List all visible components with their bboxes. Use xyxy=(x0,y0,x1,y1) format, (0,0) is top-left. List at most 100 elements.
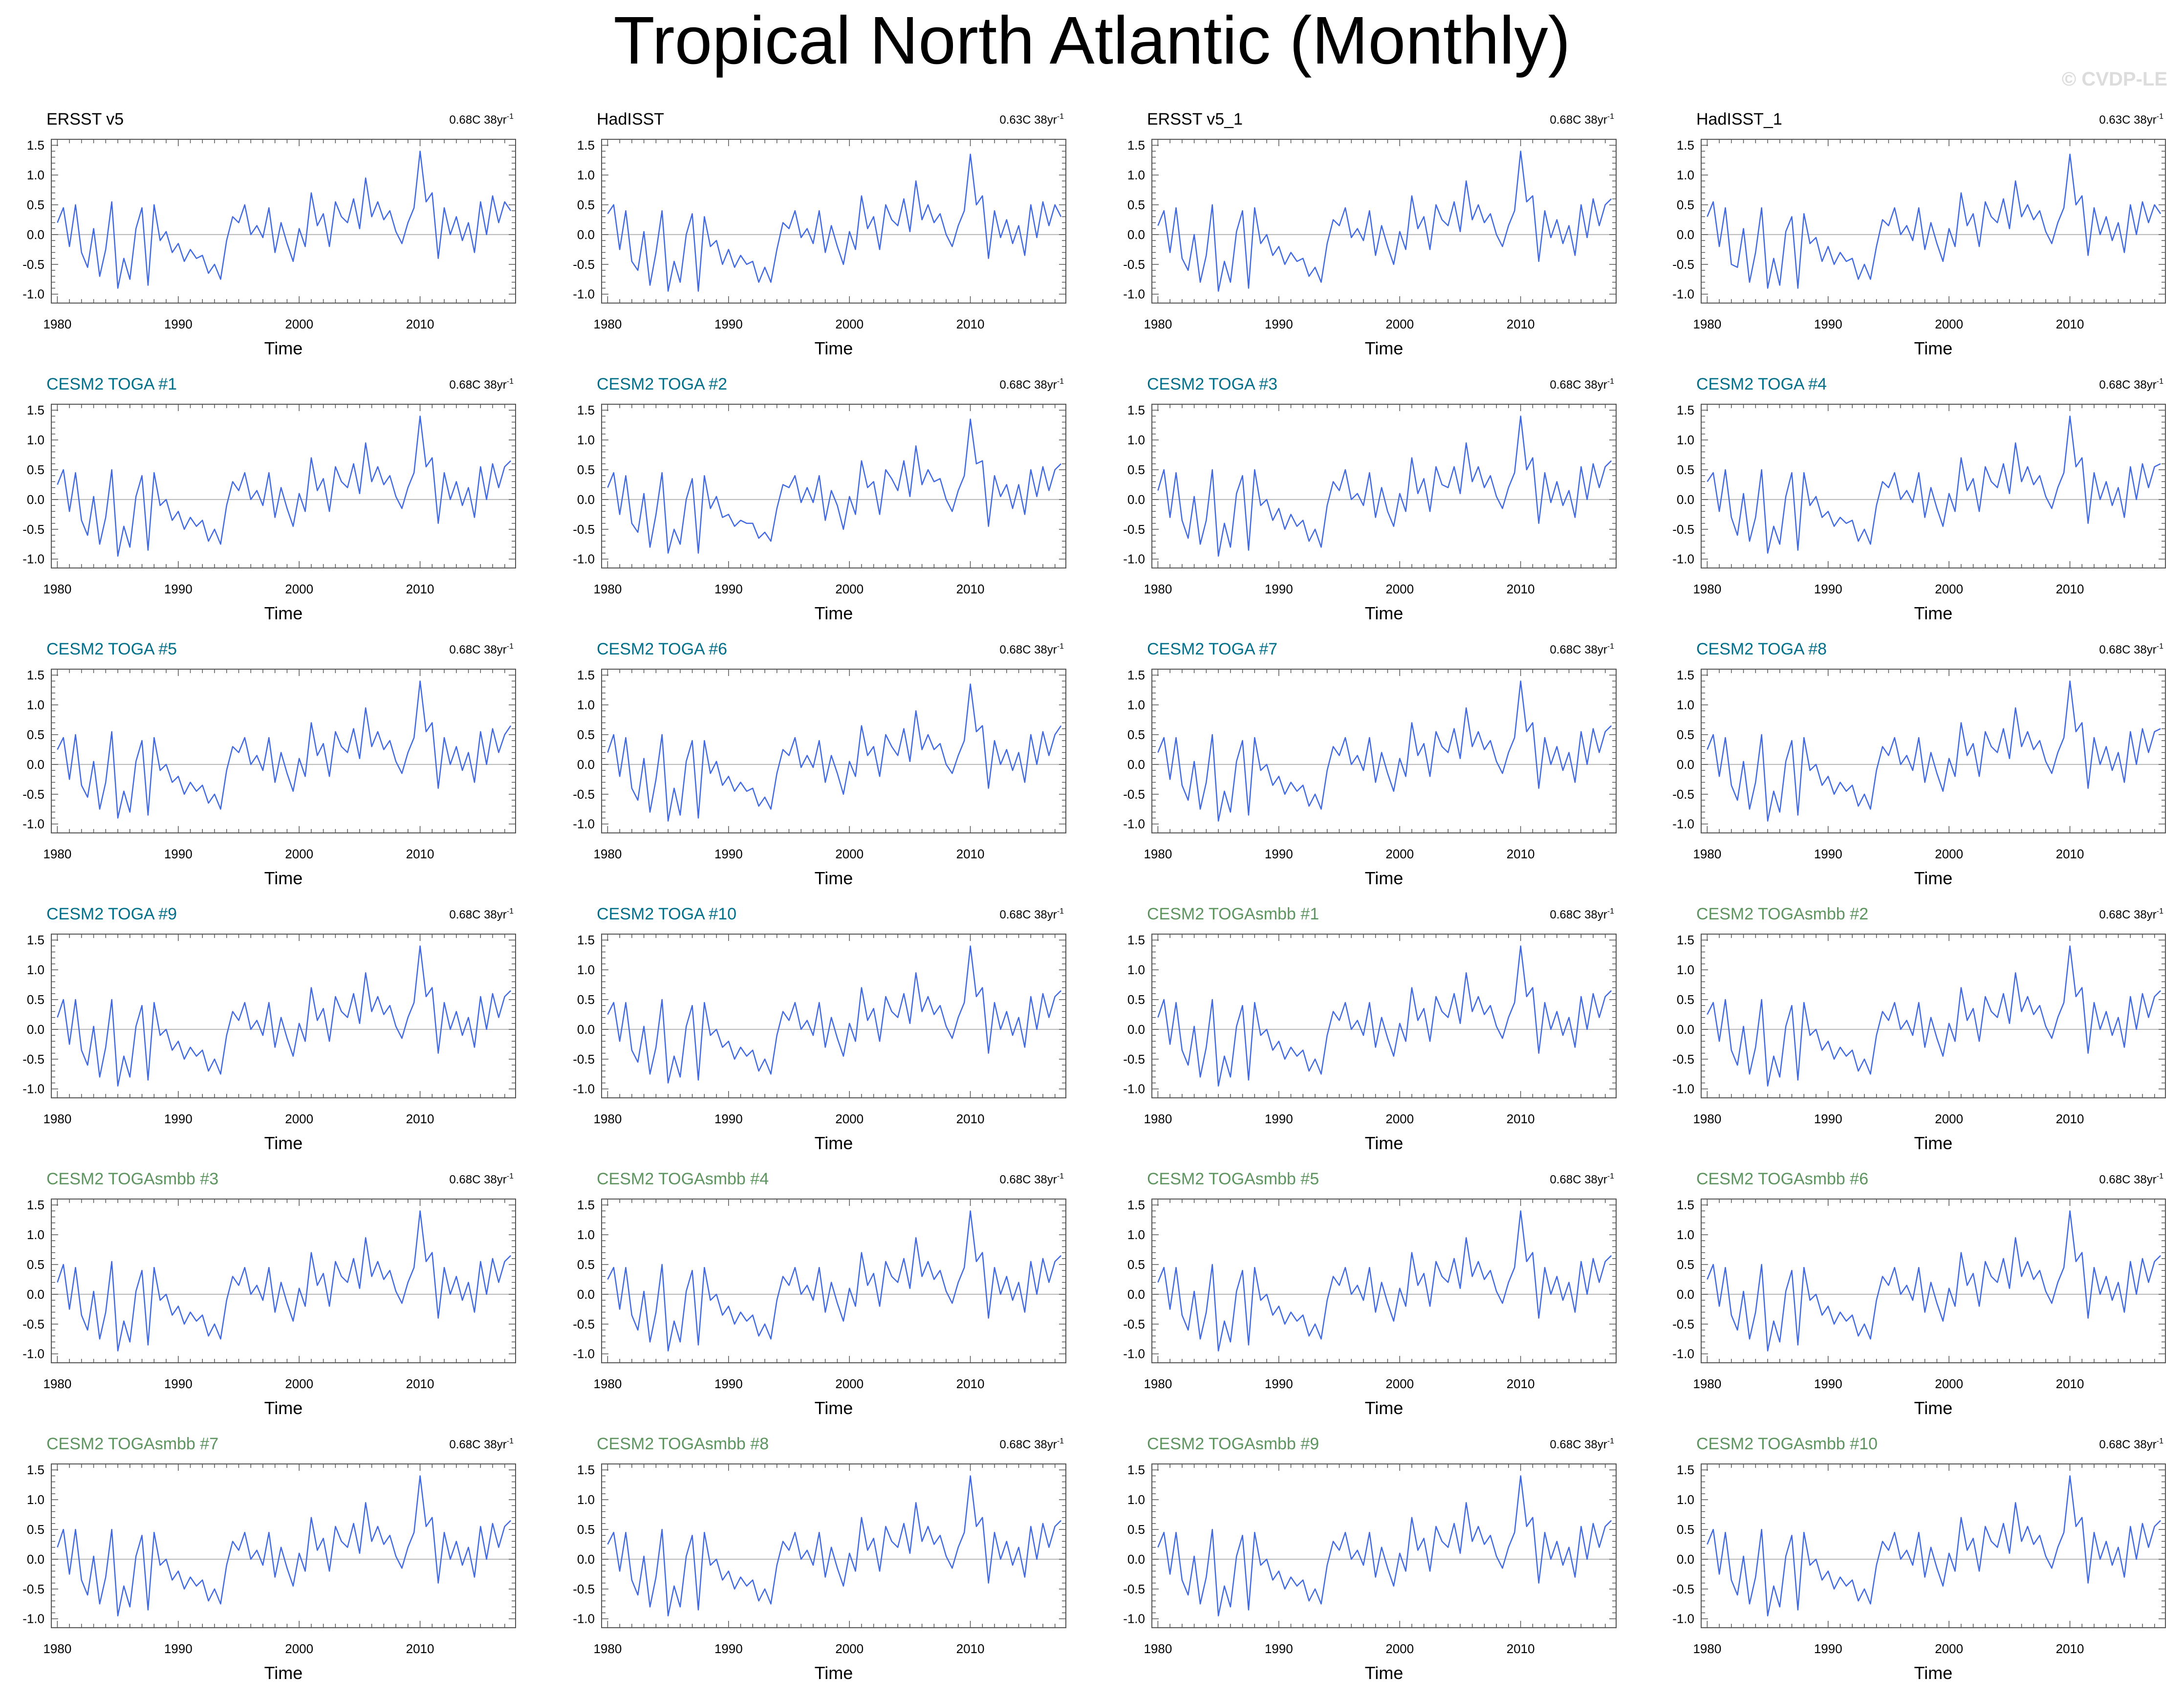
panel-19: CESM2 TOGAsmbb #5 0.68C 38yr-1 1.5 1.0 0.5 0.… xyxy=(1123,1170,1617,1418)
panel-4: HadISST_1 0.63C 38yr-1 1.5 1.0 0.5 0.0 -0.5 -1.… xyxy=(1672,110,2166,358)
y-tick-label: 0.0 xyxy=(577,1287,595,1302)
x-tick-label: 2000 xyxy=(1385,582,1414,596)
trend-exponent: -1 xyxy=(2157,1437,2163,1445)
x-tick-label: 1990 xyxy=(1265,1376,1293,1391)
trend-label: 0.63C 38yr-1 xyxy=(999,112,1064,127)
panel-13: CESM2 TOGA #9 0.68C 38yr-1 1.5 1.0 0.5 0.0 -0.… xyxy=(22,905,516,1153)
series-line xyxy=(1157,1210,1612,1352)
y-tick-label: 0.0 xyxy=(27,1022,44,1037)
figure-title: Tropical North Atlantic (Monthly) xyxy=(613,3,1571,78)
y-tick-label: 0.5 xyxy=(27,1522,44,1537)
y-tick-label: -0.5 xyxy=(1123,257,1145,272)
panel-11: CESM2 TOGA #7 0.68C 38yr-1 1.5 1.0 0.5 0.0 -0.… xyxy=(1123,640,1617,888)
y-tick-label: -0.5 xyxy=(573,1582,595,1596)
plot-frame xyxy=(51,934,516,1098)
series-line xyxy=(57,1210,511,1352)
x-tick-label: 1990 xyxy=(1814,1641,1842,1656)
y-tick-label: 1.5 xyxy=(1127,138,1145,153)
y-tick-label: -0.5 xyxy=(1672,1052,1694,1067)
panel-label: CESM2 TOGAsmbb #4 xyxy=(597,1170,769,1188)
panel-label: HadISST_1 xyxy=(1696,110,1782,129)
panel-18: CESM2 TOGAsmbb #4 0.68C 38yr-1 1.5 1.0 0.5 0.… xyxy=(573,1170,1066,1418)
series-line xyxy=(607,1210,1061,1352)
y-tick-label: 0.5 xyxy=(1677,727,1694,742)
y-tick-label: 1.0 xyxy=(27,168,44,182)
y-tick-label: 0.0 xyxy=(27,1287,44,1302)
y-tick-label: 1.0 xyxy=(1127,168,1145,182)
y-tick-label: 1.0 xyxy=(577,698,595,712)
x-tick-label: 1980 xyxy=(593,1112,622,1126)
x-tick-label: 1980 xyxy=(593,317,622,331)
x-tick-label: 1990 xyxy=(1265,847,1293,861)
y-tick-label: 1.5 xyxy=(1677,933,1694,947)
x-tick-label: 2010 xyxy=(956,1112,985,1126)
y-tick-label: 1.5 xyxy=(1677,138,1694,153)
y-tick-label: 1.0 xyxy=(27,1227,44,1242)
panel-label: CESM2 TOGA #6 xyxy=(597,640,727,658)
y-tick-label: -1.0 xyxy=(22,1082,44,1096)
series-line xyxy=(57,680,512,819)
trend-exponent: -1 xyxy=(1607,377,1614,386)
x-tick-label: 2010 xyxy=(956,582,985,596)
y-tick-label: 0.5 xyxy=(577,1257,595,1272)
y-tick-label: 1.0 xyxy=(577,168,595,182)
x-axis-label: Time xyxy=(1365,338,1404,358)
y-tick-label: 0.5 xyxy=(27,727,44,742)
y-tick-label: 1.5 xyxy=(27,1198,44,1212)
y-tick-label: -1.0 xyxy=(1123,817,1145,831)
y-tick-label: 1.0 xyxy=(1127,962,1145,977)
trend-exponent: -1 xyxy=(1057,112,1064,121)
x-tick-label: 2010 xyxy=(1507,847,1535,861)
y-tick-label: 1.0 xyxy=(1677,168,1694,182)
y-tick-label: 1.5 xyxy=(577,933,595,947)
x-tick-label: 2000 xyxy=(285,1641,313,1656)
y-tick-label: 0.0 xyxy=(1677,1022,1694,1037)
x-tick-label: 2000 xyxy=(285,317,313,331)
panel-label: CESM2 TOGA #1 xyxy=(46,375,177,393)
trend-label: 0.68C 38yr-1 xyxy=(1550,907,1614,921)
plot-frame xyxy=(601,404,1066,568)
plot-frame xyxy=(1701,1199,2166,1363)
x-tick-label: 1990 xyxy=(714,317,743,331)
y-tick-label: 0.5 xyxy=(27,462,44,477)
y-tick-label: 0.0 xyxy=(1127,227,1145,242)
x-tick-label: 2000 xyxy=(1935,317,1963,331)
y-tick-label: 0.0 xyxy=(1677,1552,1694,1567)
y-tick-label: -0.5 xyxy=(22,1052,44,1067)
x-tick-label: 1990 xyxy=(714,847,743,861)
y-tick-label: -0.5 xyxy=(22,787,44,802)
plot-frame xyxy=(1701,934,2166,1098)
trend-exponent: -1 xyxy=(2157,112,2163,121)
panel-23: CESM2 TOGAsmbb #9 0.68C 38yr-1 1.5 1.0 0.5 0.… xyxy=(1123,1435,1617,1683)
y-tick-label: -0.5 xyxy=(573,257,595,272)
y-tick-label: -0.5 xyxy=(1672,257,1694,272)
x-tick-label: 1980 xyxy=(1693,317,1721,331)
x-tick-label: 2000 xyxy=(1385,317,1414,331)
x-tick-label: 2000 xyxy=(285,847,313,861)
x-tick-label: 1990 xyxy=(1814,317,1842,331)
plot-frame xyxy=(51,669,516,833)
y-tick-label: -0.5 xyxy=(22,1582,44,1596)
plot-frame xyxy=(1701,1463,2166,1628)
panel-10: CESM2 TOGA #6 0.68C 38yr-1 1.5 1.0 0.5 0.0 -0.… xyxy=(573,640,1066,888)
series-line xyxy=(1707,945,2161,1087)
y-tick-label: -0.5 xyxy=(22,257,44,272)
y-tick-label: 0.5 xyxy=(1127,197,1145,212)
x-tick-label: 2010 xyxy=(406,1376,434,1391)
plot-frame xyxy=(1151,1199,1617,1363)
trend-label: 0.68C 38yr-1 xyxy=(999,907,1064,921)
x-axis-label: Time xyxy=(815,338,853,358)
y-tick-label: -0.5 xyxy=(1123,787,1145,802)
y-tick-label: 1.0 xyxy=(1127,1492,1145,1507)
y-tick-label: -1.0 xyxy=(22,552,44,567)
x-tick-label: 1990 xyxy=(1265,1112,1293,1126)
x-tick-label: 1980 xyxy=(1144,317,1172,331)
y-tick-label: -0.5 xyxy=(1123,1052,1145,1067)
y-tick-label: 0.5 xyxy=(1677,992,1694,1007)
y-tick-label: 0.0 xyxy=(577,227,595,242)
y-tick-label: 0.0 xyxy=(577,757,595,772)
y-tick-label: -1.0 xyxy=(573,552,595,567)
trend-exponent: -1 xyxy=(1057,1172,1064,1180)
y-tick-label: 0.0 xyxy=(1127,1022,1145,1037)
x-axis-label: Time xyxy=(1365,603,1404,623)
